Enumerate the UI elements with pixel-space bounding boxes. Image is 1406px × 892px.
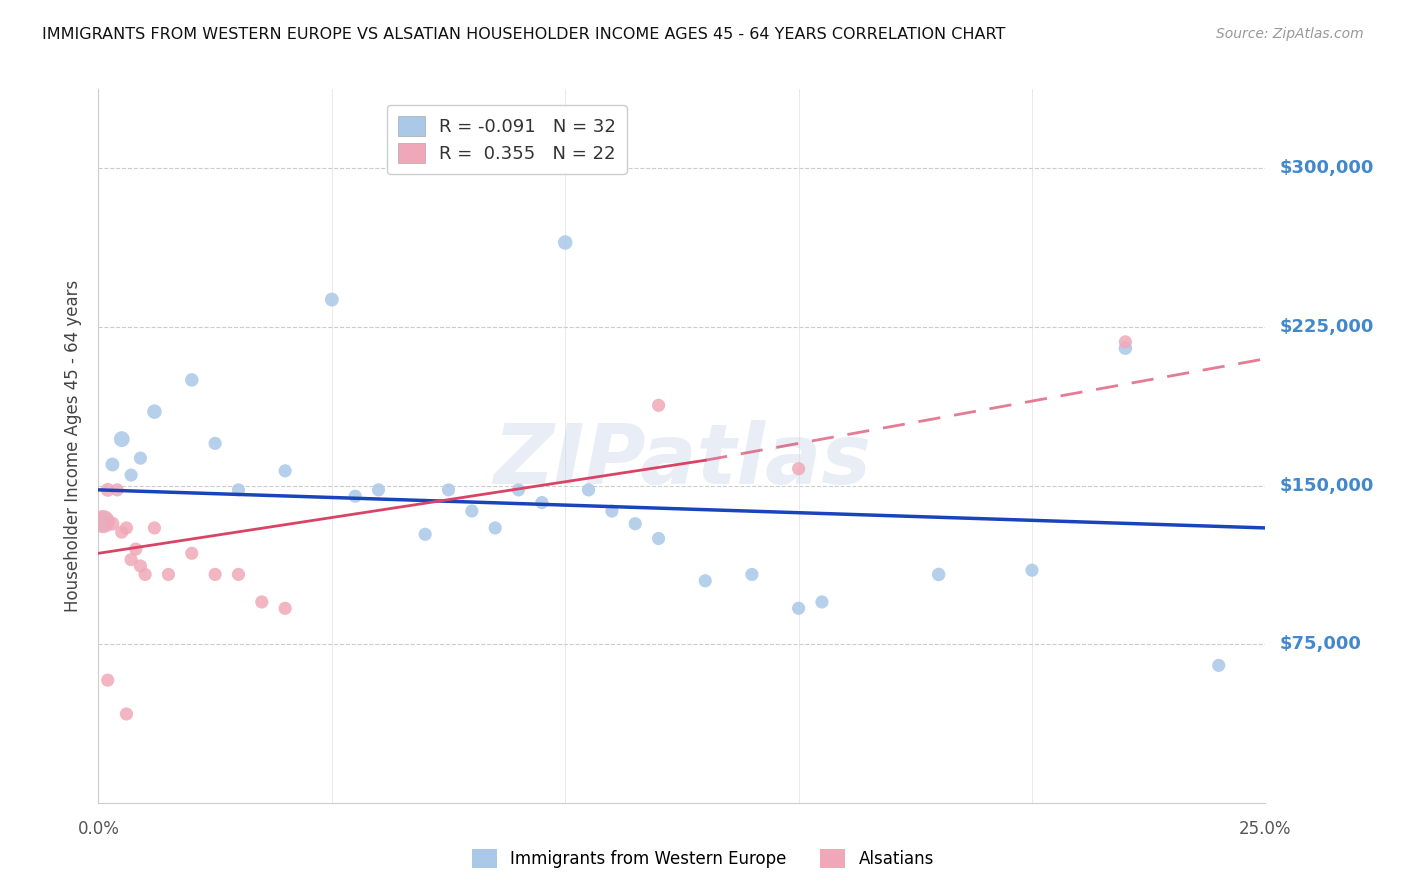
Point	[578, 483, 600, 497]
Point	[91, 515, 114, 529]
Text: ZIPatlas: ZIPatlas	[494, 420, 870, 500]
Point	[157, 567, 180, 582]
Point	[1021, 563, 1043, 577]
Point	[111, 432, 134, 446]
Point	[647, 398, 669, 412]
Text: $225,000: $225,000	[1279, 318, 1374, 336]
Point	[695, 574, 717, 588]
Point	[928, 567, 950, 582]
Point	[367, 483, 389, 497]
Point	[97, 673, 120, 688]
Point	[624, 516, 647, 531]
Point	[129, 559, 152, 574]
Point	[204, 436, 226, 450]
Point	[120, 468, 142, 483]
Point	[105, 483, 128, 497]
Point	[125, 542, 148, 557]
Point	[1114, 334, 1136, 349]
Point	[321, 293, 343, 307]
Point	[787, 461, 810, 475]
Point	[228, 567, 250, 582]
Point	[461, 504, 484, 518]
Point	[115, 521, 138, 535]
Point	[134, 567, 156, 582]
Point	[787, 601, 810, 615]
Point	[120, 552, 142, 566]
Point	[647, 532, 669, 546]
Point	[484, 521, 506, 535]
Text: 25.0%: 25.0%	[1239, 820, 1292, 838]
Text: 0.0%: 0.0%	[77, 820, 120, 838]
Point	[741, 567, 763, 582]
Text: IMMIGRANTS FROM WESTERN EUROPE VS ALSATIAN HOUSEHOLDER INCOME AGES 45 - 64 YEARS: IMMIGRANTS FROM WESTERN EUROPE VS ALSATI…	[42, 27, 1005, 42]
Point	[228, 483, 250, 497]
Point	[143, 521, 166, 535]
Legend: R = -0.091   N = 32, R =  0.355   N = 22: R = -0.091 N = 32, R = 0.355 N = 22	[387, 105, 627, 174]
Y-axis label: Householder Income Ages 45 - 64 years: Householder Income Ages 45 - 64 years	[65, 280, 83, 612]
Point	[811, 595, 834, 609]
Point	[530, 495, 553, 509]
Point	[180, 546, 202, 560]
Point	[111, 525, 134, 540]
Point	[250, 595, 273, 609]
Point	[101, 458, 124, 472]
Point	[554, 235, 576, 250]
Point	[115, 706, 138, 721]
Point	[143, 404, 166, 418]
Point	[437, 483, 460, 497]
Text: $75,000: $75,000	[1279, 635, 1361, 653]
Point	[508, 483, 530, 497]
Point	[101, 516, 124, 531]
Point	[1208, 658, 1230, 673]
Point	[1114, 341, 1136, 355]
Point	[180, 373, 202, 387]
Text: $150,000: $150,000	[1279, 476, 1374, 495]
Point	[129, 451, 152, 466]
Point	[97, 483, 120, 497]
Point	[600, 504, 623, 518]
Point	[274, 464, 297, 478]
Legend: Immigrants from Western Europe, Alsatians: Immigrants from Western Europe, Alsatian…	[465, 843, 941, 875]
Point	[413, 527, 436, 541]
Point	[91, 515, 114, 529]
Point	[344, 489, 367, 503]
Text: $300,000: $300,000	[1279, 160, 1374, 178]
Point	[274, 601, 297, 615]
Point	[204, 567, 226, 582]
Text: Source: ZipAtlas.com: Source: ZipAtlas.com	[1216, 27, 1364, 41]
